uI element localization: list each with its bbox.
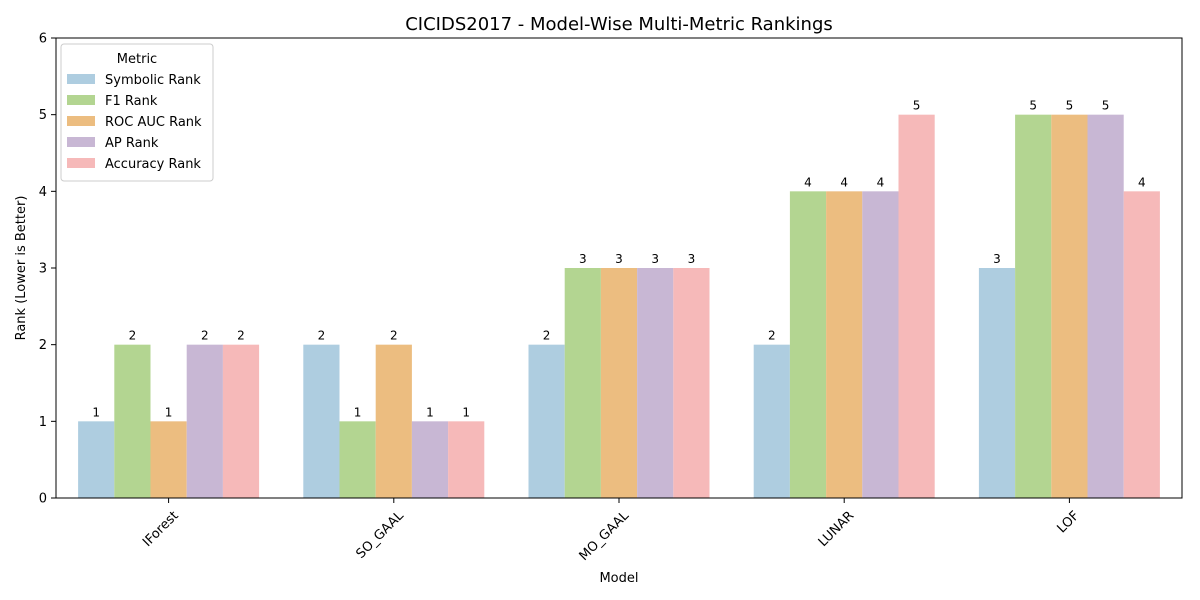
bar-value-label: 3 <box>579 252 587 266</box>
x-tick-label: SO_GAAL <box>353 508 407 562</box>
x-axis-label: Model <box>599 571 638 586</box>
bar <box>600 268 638 498</box>
bar-value-label: 2 <box>390 329 398 343</box>
bar <box>411 421 449 498</box>
bar-value-label: 5 <box>1102 99 1110 113</box>
y-tick-label: 0 <box>39 492 47 507</box>
y-tick-label: 1 <box>39 415 47 430</box>
bar-value-label: 1 <box>462 405 470 419</box>
bar-value-label: 3 <box>688 252 696 266</box>
bar-value-label: 3 <box>615 252 623 266</box>
chart-title: CICIDS2017 - Model-Wise Multi-Metric Ran… <box>405 14 833 35</box>
legend-entry-label: F1 Rank <box>105 94 158 109</box>
legend-swatch <box>67 95 95 105</box>
bar <box>673 268 710 498</box>
bar <box>1123 191 1160 498</box>
legend: Metric Symbolic Rank F1 Rank ROC AUC Rank AP… <box>60 43 214 182</box>
bar-value-label: 1 <box>354 405 362 419</box>
bar <box>528 344 565 498</box>
x-tick-label: LOF <box>1055 508 1083 536</box>
bar-value-label: 2 <box>201 329 209 343</box>
bar-value-label: 5 <box>1066 99 1074 113</box>
bar-value-label: 4 <box>840 175 848 189</box>
bar <box>637 268 674 498</box>
bar <box>222 344 260 498</box>
bar-value-label: 2 <box>237 329 245 343</box>
series-accuracy-rank: 2 1 3 5 4 <box>222 99 1160 499</box>
bar <box>78 421 115 498</box>
bar-value-label: 3 <box>651 252 659 266</box>
legend-swatch <box>67 137 95 147</box>
bar <box>826 191 863 498</box>
bar <box>1015 114 1052 499</box>
bar-value-label: 1 <box>426 405 434 419</box>
bar-value-label: 2 <box>129 329 137 343</box>
bar <box>150 421 187 498</box>
bar-value-label: 2 <box>318 329 326 343</box>
x-tick-label: MO_GAAL <box>577 508 633 564</box>
bar <box>978 268 1016 498</box>
bar <box>789 191 827 498</box>
y-tick-label: 5 <box>39 108 47 123</box>
x-tick-label: LUNAR <box>816 508 858 550</box>
bar <box>375 344 412 498</box>
bar-value-label: 4 <box>1138 175 1146 189</box>
y-axis-label: Rank (Lower is Better) <box>14 196 29 341</box>
legend-swatch <box>67 116 95 126</box>
bar-value-label: 2 <box>768 329 776 343</box>
bar <box>114 344 151 498</box>
bar <box>1051 114 1088 499</box>
bar <box>303 344 340 498</box>
y-tick-label: 2 <box>39 338 47 353</box>
bar <box>1087 114 1124 499</box>
bar-value-label: 4 <box>877 175 885 189</box>
series-roc-auc-rank: 1 2 3 4 5 <box>150 99 1088 499</box>
bar <box>862 191 899 498</box>
bar-value-label: 3 <box>993 252 1001 266</box>
bar <box>564 268 601 498</box>
bar-value-label: 2 <box>543 329 551 343</box>
bar-value-label: 5 <box>1029 99 1037 113</box>
series-f1-rank: 2 1 3 4 5 <box>114 99 1052 499</box>
bar-value-label: 5 <box>913 99 921 113</box>
series-symbolic-rank: 1 2 2 2 3 <box>78 252 1016 498</box>
legend-entry-label: AP Rank <box>105 136 159 151</box>
y-tick-label: 3 <box>39 262 47 277</box>
y-tick-label: 6 <box>39 32 47 47</box>
y-tick-label: 4 <box>39 185 47 200</box>
legend-entry-label: Symbolic Rank <box>105 73 201 88</box>
legend-swatch <box>67 74 95 84</box>
legend-swatch <box>67 158 95 168</box>
series-ap-rank: 2 1 3 4 5 <box>186 99 1124 499</box>
legend-title: Metric <box>117 52 157 67</box>
bar-value-label: 1 <box>92 405 100 419</box>
bar <box>186 344 223 498</box>
legend-entry-label: Accuracy Rank <box>105 157 201 172</box>
x-tick-label: IForest <box>140 508 182 550</box>
legend-box <box>60 43 214 182</box>
bar-value-label: 1 <box>165 405 173 419</box>
bar <box>448 421 485 498</box>
legend-entry-label: ROC AUC Rank <box>105 115 202 130</box>
bar-value-label: 4 <box>804 175 812 189</box>
bar <box>898 114 935 499</box>
bar <box>753 344 790 498</box>
bar <box>339 421 376 498</box>
plot-area: 1 2 2 2 3 2 1 3 4 5 1 2 3 4 5 2 1 3 4 5 2 1 3 5 4 0 1 2 3 4 5 6 IForest S… <box>39 32 1183 564</box>
